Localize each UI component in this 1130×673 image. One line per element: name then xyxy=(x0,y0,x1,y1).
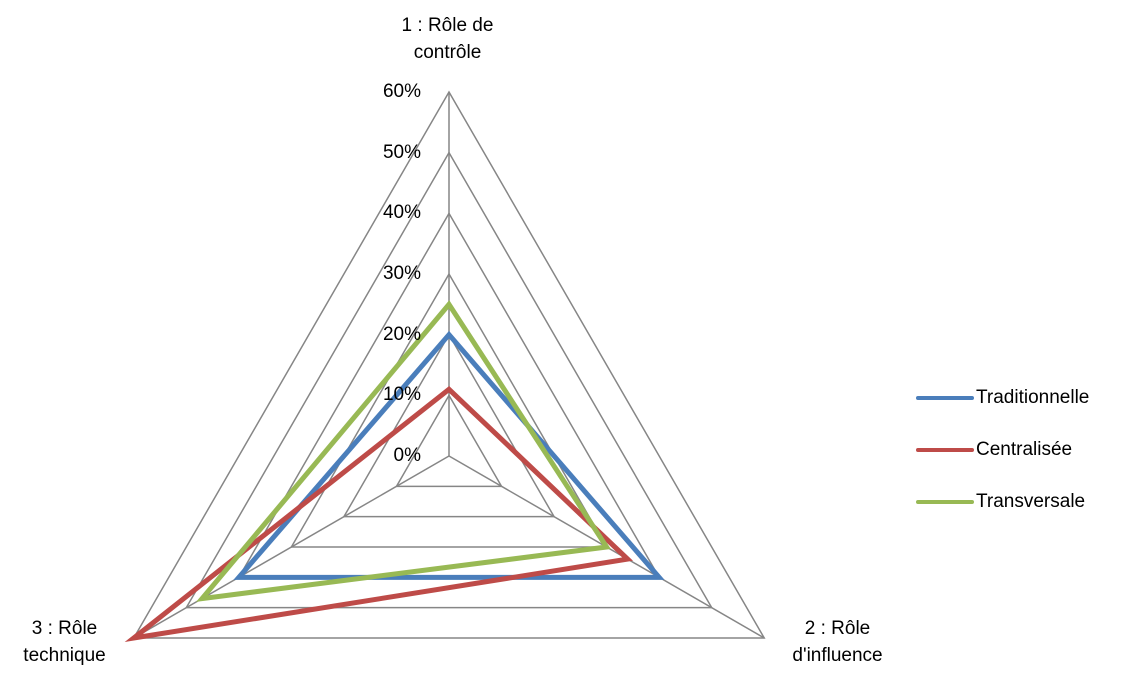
legend: Traditionnelle Centralisée Transversale xyxy=(916,372,1089,528)
axis-label-influence: 2 : Rôle d'influence xyxy=(792,618,883,666)
tick-label: 10% xyxy=(382,384,421,406)
legend-item: Centralisée xyxy=(916,424,1089,476)
series-line-centralisée xyxy=(124,385,634,642)
legend-item: Transversale xyxy=(916,476,1089,528)
grid-ring xyxy=(185,151,713,609)
grid-ring xyxy=(132,90,766,639)
axis-label-technique: 3 : Rôle technique xyxy=(23,618,106,666)
legend-swatch xyxy=(916,396,974,400)
tick-label: 20% xyxy=(382,323,421,345)
tick-label: 30% xyxy=(382,263,421,284)
axis-spoke xyxy=(133,455,450,639)
grid-ring xyxy=(290,272,608,548)
tick-label: 0% xyxy=(393,445,421,466)
legend-swatch xyxy=(916,448,974,452)
series-line-transversale xyxy=(196,300,611,602)
grid-ring xyxy=(342,333,556,518)
tick-label: 40% xyxy=(382,202,421,224)
tick-label: 60% xyxy=(382,81,421,102)
grid-ring xyxy=(395,393,503,488)
axis-label-controle: 1 : Rôle de contrôle xyxy=(401,15,494,63)
legend-label: Traditionnelle xyxy=(976,387,1090,408)
tick-label: 50% xyxy=(382,141,421,163)
legend-label: Centralisée xyxy=(976,439,1073,460)
legend-label: Transversale xyxy=(976,491,1086,512)
legend-item: Traditionnelle xyxy=(916,372,1089,424)
legend-swatch xyxy=(916,500,974,504)
grid xyxy=(132,90,766,639)
series-line-traditionnelle xyxy=(233,330,665,580)
